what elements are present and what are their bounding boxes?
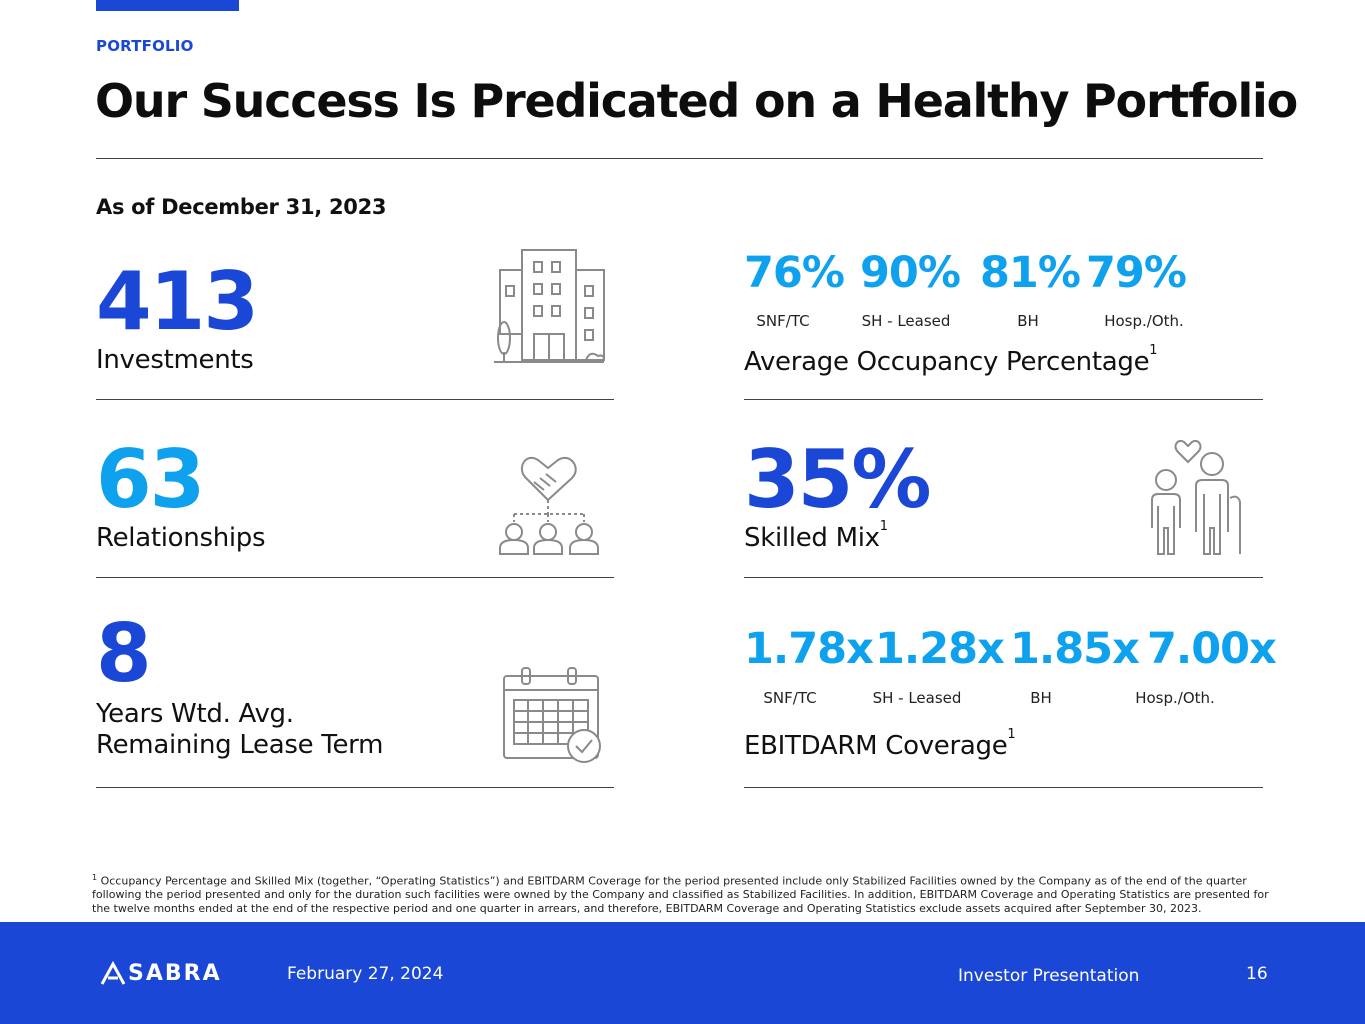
- lease-term-label-line1: Years Wtd. Avg.: [96, 699, 294, 729]
- footnote-marker: 1: [92, 873, 98, 882]
- lease-term-label-line2: Remaining Lease Term: [96, 730, 384, 760]
- footnote-text: Occupancy Percentage and Skilled Mix (to…: [92, 874, 1269, 915]
- building-icon: [494, 249, 605, 363]
- page-title: Our Success Is Predicated on a Healthy P…: [95, 74, 1298, 128]
- sabra-logo-icon: [100, 960, 126, 985]
- occupancy-label: Average Occupancy Percentage1: [744, 343, 1158, 377]
- ebitdarm-value-bh: 1.85x: [1010, 624, 1140, 674]
- footer-date: February 27, 2024: [287, 964, 444, 984]
- skilled-mix-divider: [744, 577, 1263, 578]
- lease-term-value: 8: [96, 607, 152, 700]
- ebitdarm-category-bh: BH: [1030, 689, 1052, 707]
- occupancy-category-sh: SH - Leased: [861, 312, 951, 330]
- ebitdarm-divider: [744, 787, 1263, 788]
- sabra-logo: SABRA: [100, 960, 222, 986]
- investments-label: Investments: [96, 345, 254, 375]
- relationships-label: Relationships: [96, 523, 266, 553]
- ebitdarm-category-sh: SH - Leased: [872, 689, 962, 707]
- logo-text: SABRA: [128, 960, 222, 986]
- footer-bar: SABRA February 27, 2024 Investor Present…: [0, 922, 1365, 1024]
- ebitdarm-value-hosp: 7.00x: [1147, 624, 1277, 674]
- skilled-mix-value: 35%: [744, 433, 931, 526]
- footnote-ref: 1: [879, 519, 888, 534]
- footnote: 1 Occupancy Percentage and Skilled Mix (…: [92, 871, 1277, 915]
- relationships-divider: [96, 577, 614, 578]
- elderly-couple-icon: [1151, 440, 1241, 555]
- occupancy-value-sh: 90%: [860, 248, 961, 298]
- occupancy-category-snf: SNF/TC: [756, 312, 810, 330]
- as-of-date: As of December 31, 2023: [96, 195, 387, 219]
- ebitdarm-value-snf: 1.78x: [744, 624, 874, 674]
- top-accent-bar: [96, 0, 239, 11]
- lease-term-divider: [96, 787, 614, 788]
- calendar-check-icon: [503, 667, 601, 763]
- ebitdarm-category-snf: SNF/TC: [763, 689, 817, 707]
- footnote-ref: 1: [1149, 343, 1158, 358]
- investments-divider: [96, 399, 614, 400]
- ebitdarm-category-hosp: Hosp./Oth.: [1135, 689, 1215, 707]
- ebitdarm-value-sh: 1.28x: [875, 624, 1005, 674]
- skilled-mix-label: Skilled Mix1: [744, 519, 888, 553]
- occupancy-divider: [744, 399, 1263, 400]
- page-number: 16: [1246, 964, 1268, 984]
- occupancy-value-hosp: 79%: [1086, 248, 1187, 298]
- occupancy-value-bh: 81%: [980, 248, 1081, 298]
- relationships-value: 63: [96, 433, 205, 526]
- footnote-ref: 1: [1007, 727, 1016, 742]
- footer-presentation-title: Investor Presentation: [958, 966, 1140, 986]
- ebitdarm-label: EBITDARM Coverage1: [744, 727, 1016, 761]
- section-label: PORTFOLIO: [96, 37, 194, 55]
- handshake-network-icon: [499, 457, 599, 555]
- investments-value: 413: [96, 255, 259, 348]
- occupancy-category-hosp: Hosp./Oth.: [1104, 312, 1184, 330]
- title-divider: [96, 158, 1263, 159]
- occupancy-category-bh: BH: [1017, 312, 1039, 330]
- occupancy-value-snf: 76%: [744, 248, 845, 298]
